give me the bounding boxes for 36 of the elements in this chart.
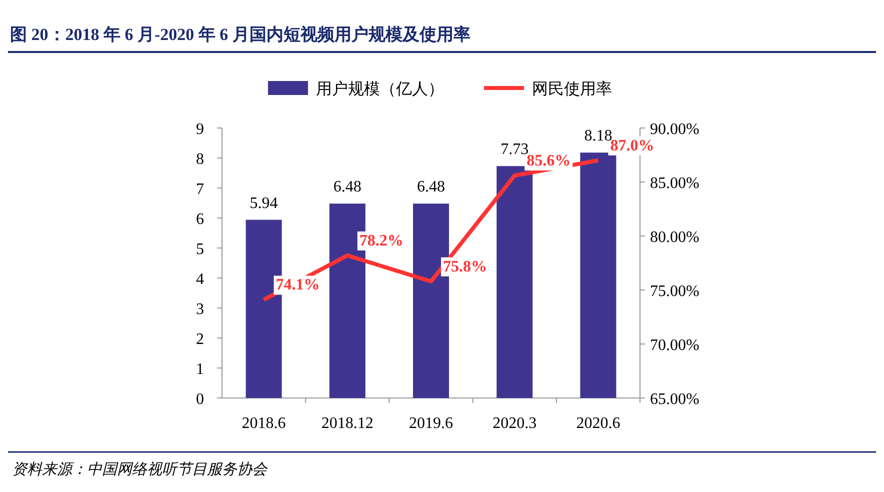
text: 资料来源：中国网络视听节目服务协会 [12,461,268,478]
data-label: 6.48 [417,178,445,196]
data-label: 8.18 [584,128,612,145]
y-tick-label: 2 [196,331,204,348]
x-tick-label: 2018.6 [242,415,286,432]
x-tick-label: 2018.12 [321,415,374,432]
bar [580,152,616,398]
data-label: 78.2% [359,232,404,250]
y2-tick-label: 90.00% [650,121,700,138]
y-tick-label: 1 [196,361,204,378]
data-label: 74.1% [276,276,320,294]
x-tick-label: 2019.6 [409,415,453,432]
y-tick-label: 3 [196,301,204,318]
chart-title: 图 20：2018 年 6 月-2020 年 6 月国内短视频用户规模及使用率 [10,25,470,44]
y-tick-label: 4 [196,271,204,288]
x-tick-label: 2020.3 [492,415,537,432]
y2-tick-label: 65.00% [650,391,700,408]
data-label: 85.6% [526,152,571,170]
bar [496,166,533,398]
y2-tick-label: 75.00% [650,283,700,300]
legend-label: 用户规模（亿人） [316,80,444,98]
y-tick-label: 6 [196,211,204,228]
data-label: 5.94 [250,194,278,212]
y2-tick-label: 85.00% [650,175,700,192]
data-label: 75.8% [443,258,487,276]
y-tick-label: 8 [196,151,204,168]
y-tick-label: 5 [196,241,204,258]
x-tick-label: 2020.6 [576,415,620,432]
y2-tick-label: 80.00% [650,229,700,246]
y2-tick-label: 70.00% [650,337,700,354]
data-label: 7.73 [500,141,529,158]
y-tick-label: 0 [196,391,204,408]
y-tick-label: 9 [196,121,204,138]
data-label: 6.48 [333,178,362,196]
y-tick-label: 7 [196,181,204,198]
legend-label: 网民使用率 [532,80,612,98]
